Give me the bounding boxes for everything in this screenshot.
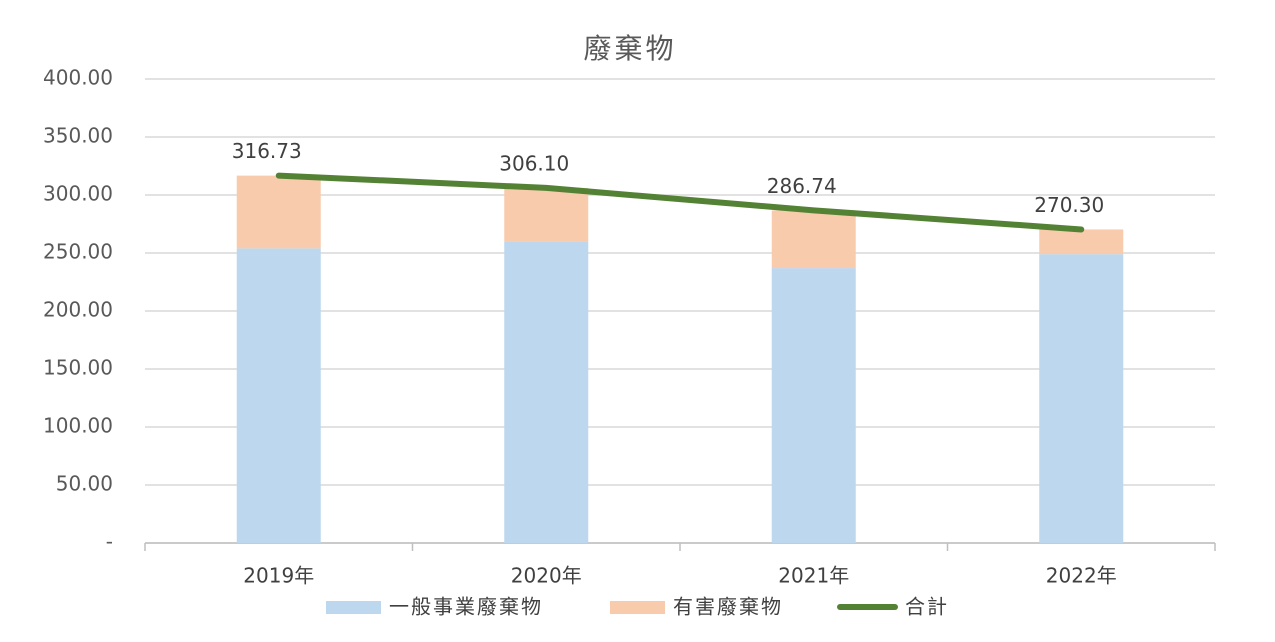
legend-label: 一般事業廢棄物	[389, 595, 543, 619]
data-label: 286.74	[767, 174, 837, 198]
x-tick-label: 2021年	[778, 564, 849, 588]
bar	[236, 248, 321, 544]
y-tick-label: -	[106, 530, 113, 554]
x-tick-label: 2020年	[511, 564, 582, 588]
y-tick-label: 100.00	[43, 414, 113, 438]
bar	[1039, 229, 1124, 255]
y-tick-label: 50.00	[56, 472, 113, 496]
y-tick-label: 250.00	[43, 240, 113, 264]
bar	[771, 268, 856, 543]
x-tick-label: 2019年	[243, 564, 314, 588]
bar	[236, 175, 321, 249]
data-label: 316.73	[232, 139, 302, 163]
legend-label: 有害廢棄物	[673, 595, 783, 619]
y-tick-label: 300.00	[43, 182, 113, 206]
legend-swatch	[326, 601, 381, 614]
bar	[771, 210, 856, 269]
bar	[504, 187, 589, 242]
line	[275, 172, 1085, 233]
legend-swatch	[610, 601, 665, 614]
legend-label: 合計	[905, 595, 949, 619]
data-label: 306.10	[499, 151, 569, 175]
x-tick-label: 2022年	[1046, 564, 1117, 588]
y-tick-label: 150.00	[43, 356, 113, 380]
data-label: 270.30	[1034, 193, 1104, 217]
bar	[504, 241, 589, 543]
chart-title: 廢棄物	[583, 32, 676, 65]
y-tick-label: 200.00	[43, 298, 113, 322]
y-tick-label: 400.00	[43, 66, 113, 90]
y-tick-label: 350.00	[43, 124, 113, 148]
bar	[1039, 254, 1124, 543]
